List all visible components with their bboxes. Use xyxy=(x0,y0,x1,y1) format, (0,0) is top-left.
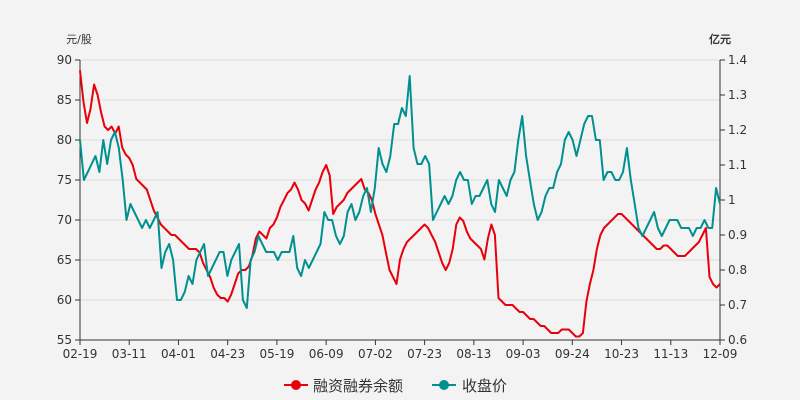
x-tick-label: 07-23 xyxy=(407,347,442,361)
left-tick-label: 85 xyxy=(57,93,72,107)
right-axis-tick-labels: 0.6 0.7 0.8 0.9 1 1.1 1.2 1.3 1.4 xyxy=(728,53,747,347)
left-tick-label: 60 xyxy=(57,293,72,307)
axes xyxy=(75,60,725,345)
left-axis-tick-labels: 55 60 65 70 75 80 85 90 xyxy=(57,53,72,347)
series-lines xyxy=(80,71,720,337)
x-tick-label: 07-02 xyxy=(358,347,393,361)
right-tick-label: 0.8 xyxy=(728,263,747,277)
right-tick-label: 1.4 xyxy=(728,53,747,67)
x-tick-label: 04-01 xyxy=(161,347,196,361)
x-tick-label: 03-11 xyxy=(112,347,147,361)
left-tick-label: 90 xyxy=(57,53,72,67)
x-tick-label: 11-13 xyxy=(653,347,688,361)
right-tick-label: 0.6 xyxy=(728,333,747,347)
x-tick-label: 02-19 xyxy=(63,347,98,361)
right-axis-unit: 亿元 xyxy=(709,32,731,46)
left-tick-label: 65 xyxy=(57,253,72,267)
legend-swatch-dot xyxy=(291,380,301,390)
left-axis-unit: 元/股 xyxy=(66,33,92,46)
close-price-line xyxy=(80,76,720,308)
x-tick-label: 09-03 xyxy=(506,347,541,361)
right-tick-label: 1.1 xyxy=(728,158,747,172)
x-tick-label: 10-23 xyxy=(604,347,639,361)
legend-item-margin-balance[interactable]: 融资融券余额 xyxy=(284,377,403,395)
legend-label-margin-balance: 融资融券余额 xyxy=(313,377,403,395)
x-tick-label: 05-19 xyxy=(259,347,294,361)
right-tick-label: 1.2 xyxy=(728,123,747,137)
right-tick-label: 0.9 xyxy=(728,228,747,242)
x-tick-label: 09-24 xyxy=(555,347,590,361)
right-tick-label: 1 xyxy=(728,193,736,207)
legend[interactable]: 融资融券余额 收盘价 xyxy=(284,377,507,395)
left-tick-label: 80 xyxy=(57,133,72,147)
right-tick-label: 1.3 xyxy=(728,88,747,102)
legend-item-close-price[interactable]: 收盘价 xyxy=(432,377,507,395)
left-tick-label: 70 xyxy=(57,213,72,227)
legend-swatch-dot xyxy=(439,380,449,390)
x-tick-label: 06-09 xyxy=(309,347,344,361)
x-tick-label: 12-09 xyxy=(703,347,738,361)
right-tick-label: 0.7 xyxy=(728,298,747,312)
x-axis-tick-labels: 02-19 03-11 04-01 04-23 05-19 06-09 07-02 07-23… xyxy=(63,347,738,361)
x-tick-label: 08-13 xyxy=(456,347,491,361)
left-tick-label: 75 xyxy=(57,173,72,187)
x-tick-label: 04-23 xyxy=(210,347,245,361)
legend-label-close-price: 收盘价 xyxy=(462,377,507,395)
left-tick-label: 55 xyxy=(57,333,72,347)
